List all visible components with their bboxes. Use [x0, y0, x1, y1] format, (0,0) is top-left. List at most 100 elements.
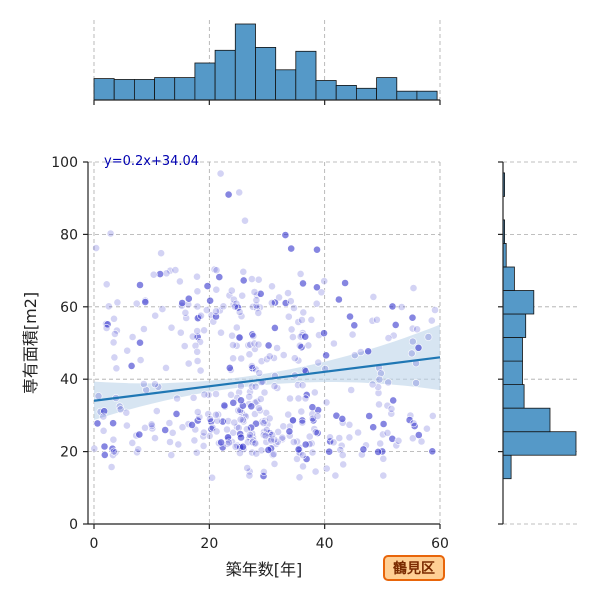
scatter-point — [243, 464, 252, 472]
scatter-point — [237, 396, 245, 405]
scatter-point — [147, 420, 156, 429]
scatter-point — [250, 288, 259, 296]
scatter-point — [165, 419, 174, 427]
scatter-point — [204, 410, 213, 418]
scatter-point — [265, 414, 274, 423]
scatter-point — [167, 451, 176, 459]
scatter-point — [308, 403, 317, 412]
scatter-point — [239, 267, 248, 276]
scatter-point — [189, 393, 198, 402]
scatter-point — [379, 420, 388, 428]
scatter-point — [301, 440, 310, 449]
scatter-point — [135, 430, 144, 439]
scatter-point — [199, 428, 208, 437]
scatter-point — [252, 296, 261, 305]
scatter-point — [356, 348, 365, 356]
scatter-point — [252, 301, 261, 310]
scatter-point — [202, 306, 211, 314]
scatter-point — [383, 428, 392, 437]
scatter-point — [200, 326, 208, 335]
scatter-point — [123, 346, 132, 355]
scatter-point — [265, 352, 274, 361]
y-histogram — [502, 172, 577, 480]
scatter-point — [157, 249, 165, 258]
scatter-point — [376, 439, 385, 448]
scatter-point — [232, 323, 241, 332]
x-histogram-bar — [214, 49, 236, 101]
scatter-point — [106, 229, 115, 238]
scatter-point — [180, 342, 189, 350]
scatter-point — [102, 280, 111, 289]
scatter-point — [389, 396, 398, 405]
x-tick-label: 60 — [431, 536, 449, 552]
x-histogram-bar — [255, 47, 277, 101]
y-tick-label: 80 — [60, 227, 78, 243]
scatter-point — [110, 447, 118, 456]
scatter-point — [312, 299, 321, 308]
scatter-point — [235, 308, 244, 316]
scatter-point — [295, 341, 304, 350]
scatter-point — [112, 364, 121, 373]
scatter-point — [320, 277, 329, 285]
y-histogram-bar — [502, 407, 551, 433]
scatter-point — [174, 440, 183, 449]
scatter-point — [251, 382, 260, 391]
scatter-point — [304, 341, 313, 350]
scatter-point — [408, 313, 417, 322]
scatter-point — [279, 422, 288, 431]
scatter-point — [249, 332, 258, 340]
y-axis-label: 専有面積[m2] — [21, 292, 40, 394]
scatter-point — [193, 408, 202, 416]
scatter-point — [132, 299, 141, 308]
scatter-point — [109, 419, 117, 428]
scatter-point — [128, 438, 137, 447]
scatter-point — [167, 323, 176, 332]
scatter-point — [122, 408, 131, 417]
scatter-point — [252, 304, 261, 312]
scatter-point — [235, 188, 244, 197]
scatter-point — [227, 390, 235, 399]
scatter-point — [256, 289, 265, 298]
scatter-point — [422, 424, 431, 433]
x-histogram-bar — [234, 23, 256, 101]
x-histogram-bar — [133, 79, 155, 101]
scatter-point — [284, 289, 292, 297]
scatter-point — [294, 318, 303, 326]
scatter-point — [417, 437, 426, 446]
scatter-point — [136, 281, 144, 289]
scatter-point — [284, 410, 293, 419]
x-tick-label: 40 — [316, 536, 334, 552]
confidence-band — [94, 324, 440, 420]
scatter-point — [191, 341, 200, 350]
scatter-point — [193, 287, 202, 296]
scatter-point — [388, 302, 397, 311]
x-histogram-bar — [315, 80, 337, 101]
scatter-point — [175, 277, 184, 286]
scatter-point — [322, 351, 330, 360]
scatter-point — [278, 433, 287, 442]
scatter-point — [208, 473, 216, 482]
y-histogram-bar — [502, 266, 515, 291]
scatter-point — [190, 436, 199, 445]
scatter-point — [109, 338, 118, 347]
scatter-point — [200, 390, 209, 399]
scatter-point — [387, 404, 396, 413]
scatter-point — [156, 270, 164, 278]
scatter-point — [299, 462, 307, 471]
scatter-point — [408, 337, 417, 346]
ward-badge-label: 鶴見区 — [393, 560, 435, 577]
regression-band — [94, 324, 440, 420]
scatter-point — [100, 450, 109, 459]
scatter-point — [431, 306, 439, 314]
x-histogram-bar — [355, 87, 377, 101]
scatter-point — [235, 449, 244, 457]
scatter-point — [313, 412, 322, 420]
scatter-point — [239, 276, 248, 285]
scatter-point — [196, 366, 205, 375]
scatter-point — [281, 231, 290, 239]
scatter-point — [346, 312, 354, 321]
scatter-point — [178, 299, 187, 307]
scatter-point — [178, 423, 187, 432]
scatter-point — [193, 357, 202, 365]
scatter-point — [161, 426, 170, 434]
